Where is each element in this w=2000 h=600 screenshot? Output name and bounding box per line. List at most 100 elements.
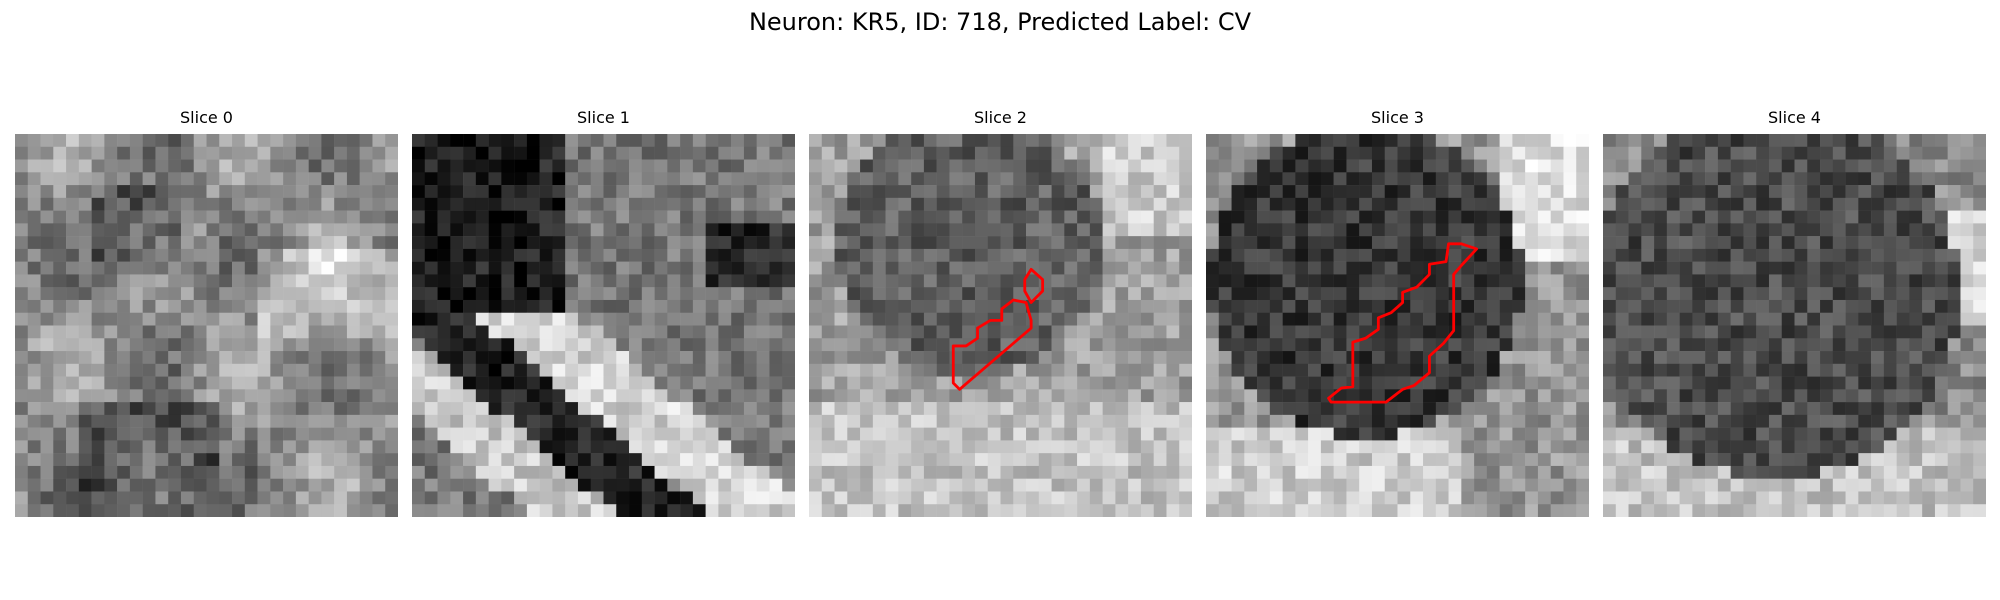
image-pixel bbox=[1153, 325, 1167, 339]
image-pixel bbox=[1244, 236, 1258, 250]
image-pixel bbox=[1603, 363, 1617, 377]
image-pixel bbox=[1384, 427, 1398, 441]
image-pixel bbox=[91, 197, 105, 211]
image-pixel bbox=[372, 223, 386, 237]
image-pixel bbox=[1448, 185, 1462, 199]
image-pixel bbox=[1768, 312, 1782, 326]
image-pixel bbox=[1166, 134, 1180, 148]
image-pixel bbox=[385, 236, 398, 250]
image-pixel bbox=[1102, 197, 1116, 211]
image-pixel bbox=[692, 261, 706, 275]
image-pixel bbox=[424, 478, 438, 492]
image-pixel bbox=[206, 363, 220, 377]
image-pixel bbox=[1883, 338, 1897, 352]
image-pixel bbox=[1947, 402, 1961, 416]
image-pixel bbox=[667, 248, 681, 262]
image-pixel bbox=[1730, 185, 1744, 199]
image-pixel bbox=[1206, 210, 1220, 224]
image-pixel bbox=[1628, 389, 1642, 403]
image-pixel bbox=[847, 465, 861, 479]
image-pixel bbox=[1641, 312, 1655, 326]
image-pixel bbox=[412, 440, 426, 454]
image-pixel bbox=[1947, 299, 1961, 313]
image-pixel bbox=[1730, 223, 1744, 237]
image-pixel bbox=[1973, 351, 1986, 365]
image-pixel bbox=[1461, 134, 1475, 148]
image-pixel bbox=[1692, 134, 1706, 148]
image-pixel bbox=[1717, 465, 1731, 479]
image-pixel bbox=[526, 453, 540, 467]
image-pixel bbox=[1641, 185, 1655, 199]
image-pixel bbox=[692, 312, 706, 326]
image-pixel bbox=[1603, 414, 1617, 428]
image-pixel bbox=[359, 351, 373, 365]
image-pixel bbox=[1871, 236, 1885, 250]
image-pixel bbox=[1537, 172, 1551, 186]
image-pixel bbox=[1563, 389, 1577, 403]
image-pixel bbox=[1641, 491, 1655, 505]
image-pixel bbox=[219, 287, 233, 301]
image-pixel bbox=[1883, 223, 1897, 237]
image-pixel bbox=[1563, 197, 1577, 211]
image-pixel bbox=[193, 134, 207, 148]
image-pixel bbox=[949, 427, 963, 441]
image-pixel bbox=[782, 261, 795, 275]
image-pixel bbox=[667, 312, 681, 326]
image-pixel bbox=[756, 427, 770, 441]
image-pixel bbox=[962, 236, 976, 250]
image-pixel bbox=[565, 504, 579, 517]
image-pixel bbox=[1858, 453, 1872, 467]
image-pixel bbox=[743, 338, 757, 352]
image-pixel bbox=[641, 274, 655, 288]
image-pixel bbox=[860, 351, 874, 365]
image-pixel bbox=[359, 299, 373, 313]
image-pixel bbox=[142, 478, 156, 492]
image-pixel bbox=[257, 223, 271, 237]
image-pixel bbox=[168, 134, 182, 148]
image-pixel bbox=[321, 478, 335, 492]
image-pixel bbox=[1871, 261, 1885, 275]
image-pixel bbox=[78, 274, 92, 288]
image-pixel bbox=[1140, 325, 1154, 339]
image-pixel bbox=[834, 427, 848, 441]
image-pixel bbox=[180, 453, 194, 467]
image-pixel bbox=[962, 465, 976, 479]
image-pixel bbox=[1000, 248, 1014, 262]
image-pixel bbox=[1089, 414, 1103, 428]
image-pixel bbox=[463, 478, 477, 492]
image-pixel bbox=[412, 363, 426, 377]
image-pixel bbox=[40, 414, 54, 428]
image-pixel bbox=[911, 261, 925, 275]
image-pixel bbox=[463, 338, 477, 352]
image-pixel bbox=[1346, 389, 1360, 403]
image-pixel bbox=[809, 427, 823, 441]
image-pixel bbox=[1563, 299, 1577, 313]
image-pixel bbox=[1486, 389, 1500, 403]
image-pixel bbox=[1845, 197, 1859, 211]
image-pixel bbox=[923, 197, 937, 211]
image-pixel bbox=[129, 440, 143, 454]
image-pixel bbox=[936, 172, 950, 186]
image-pixel bbox=[1102, 465, 1116, 479]
image-pixel bbox=[244, 453, 258, 467]
image-pixel bbox=[987, 197, 1001, 211]
image-pixel bbox=[1615, 299, 1629, 313]
image-pixel bbox=[475, 197, 489, 211]
image-pixel bbox=[412, 478, 426, 492]
image-pixel bbox=[1858, 274, 1872, 288]
image-pixel bbox=[1218, 478, 1232, 492]
image-pixel bbox=[1295, 504, 1309, 517]
image-pixel bbox=[488, 223, 502, 237]
image-pixel bbox=[1807, 504, 1821, 517]
image-pixel bbox=[1717, 274, 1731, 288]
image-pixel bbox=[1140, 236, 1154, 250]
image-pixel bbox=[987, 261, 1001, 275]
image-pixel bbox=[1474, 351, 1488, 365]
image-pixel bbox=[1384, 325, 1398, 339]
image-pixel bbox=[1768, 299, 1782, 313]
image-pixel bbox=[450, 312, 464, 326]
image-pixel bbox=[1128, 210, 1142, 224]
image-pixel bbox=[1308, 197, 1322, 211]
image-pixel bbox=[1666, 248, 1680, 262]
image-pixel bbox=[270, 287, 284, 301]
